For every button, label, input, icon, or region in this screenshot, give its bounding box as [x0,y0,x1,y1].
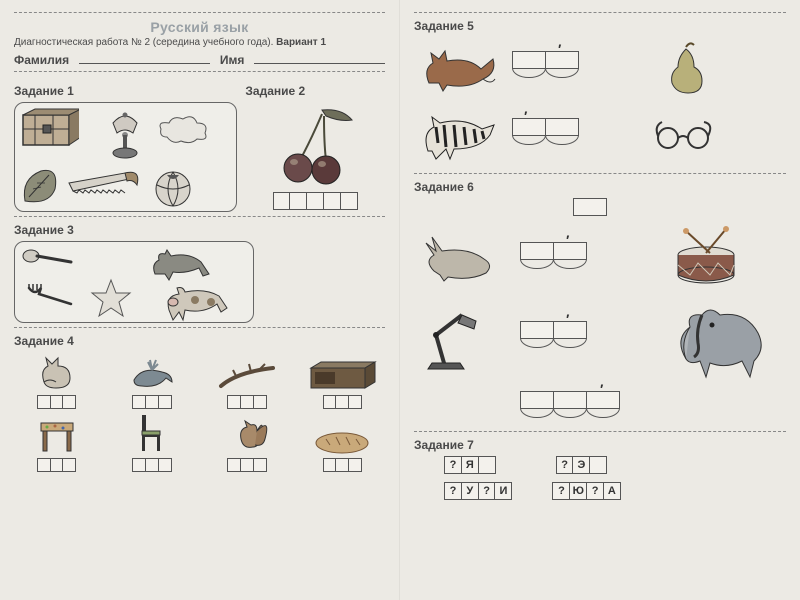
answer-boxes[interactable] [227,395,267,409]
answer-boxes[interactable] [132,395,172,409]
letter-boxes[interactable]: ?Э [556,456,608,474]
syllable-scheme[interactable]: ′ [512,51,579,78]
task7-row-1: ?Я ?Э [444,456,786,474]
cow-icon [155,282,235,324]
cherries-icon [270,102,360,192]
task4-label: Задание 4 [14,334,385,348]
syllable-scheme[interactable]: ′ [512,118,579,145]
chair-icon [134,415,170,455]
answer-boxes[interactable] [227,458,267,472]
drum-icon [666,225,776,291]
leaf-icon [19,165,61,207]
task6-row-3: ′ [414,299,786,385]
pear-icon [660,37,710,97]
subtitle-variant: Вариант 1 [276,37,326,48]
squirrel-icon [225,415,269,455]
cloud-icon [155,113,211,145]
glasses-icon [652,116,718,152]
task5-label: Задание 5 [414,19,786,33]
task6-row-2: ′ [414,225,786,291]
firstname-line[interactable] [254,52,385,64]
zebra-icon [414,103,504,165]
syllable-scheme[interactable]: ′ [520,391,620,418]
divider [414,431,786,432]
surname-line[interactable] [79,52,210,64]
answer-boxes[interactable] [132,458,172,472]
chest-icon [21,107,79,149]
divider [14,216,385,217]
task6-label: Задание 6 [414,180,786,194]
answer-boxes[interactable] [37,458,77,472]
left-page: Русский язык Диагностическая работа № 2 … [0,0,400,600]
subject-title: Русский язык [14,19,385,35]
table-icon [35,415,79,455]
task4-grid [14,352,385,472]
task7-label: Задание 7 [414,438,786,452]
bread-icon [312,415,372,455]
firstname-label: Имя [220,53,245,67]
star-icon [89,276,133,320]
subtitle: Диагностическая работа № 2 (середина уче… [14,37,385,48]
spoon-icon [21,246,75,270]
subtitle-plain: Диагностическая работа № 2 (середина уче… [14,37,276,48]
cat-icon [36,352,78,392]
surname-label: Фамилия [14,53,69,67]
task3-label: Задание 3 [14,223,385,237]
task1-label: Задание 1 [14,84,237,98]
task2-boxes[interactable] [273,192,358,210]
table-lamp-icon [105,105,145,161]
fox-icon [417,39,501,95]
task1-frame [14,102,237,212]
divider [414,12,786,13]
syllable-single[interactable] [573,198,607,216]
task6-row-1 [414,198,786,221]
divider [14,327,385,328]
letter-boxes[interactable]: ?Я [444,456,496,474]
tasks-1-2-row: Задание 1 [14,78,385,212]
letter-boxes[interactable]: ?У?И [444,482,512,500]
right-page: Задание 5 ′ ′ Задание 6 ′ ′ ′ Задание 7 … [400,0,800,600]
task3-frame [14,241,254,323]
branch-icon [217,352,277,392]
wolf-icon [145,244,215,284]
fork-icon [25,282,75,308]
task2-label: Задание 2 [245,84,385,98]
letter-boxes[interactable]: ?Ю?А [552,482,620,500]
desk-lamp-icon [414,299,514,375]
task6-row-4: ′ [414,391,786,423]
elephant-icon [666,299,776,385]
divider [14,71,385,72]
answer-boxes[interactable] [323,458,363,472]
ball-icon [153,169,193,209]
rabbit-icon [414,231,514,285]
syllable-scheme[interactable]: ′ [520,321,587,348]
whale-icon [128,352,176,392]
saw-icon [63,163,143,199]
divider [14,12,385,13]
syllable-scheme[interactable]: ′ [520,242,587,269]
answer-boxes[interactable] [37,395,77,409]
answer-boxes[interactable] [323,395,363,409]
divider [414,173,786,174]
shelf-icon [307,352,377,392]
name-row: Фамилия Имя [14,52,385,67]
task5-row-1: ′ ′ [414,37,786,165]
task7-row-2: ?У?И ?Ю?А [444,482,786,500]
